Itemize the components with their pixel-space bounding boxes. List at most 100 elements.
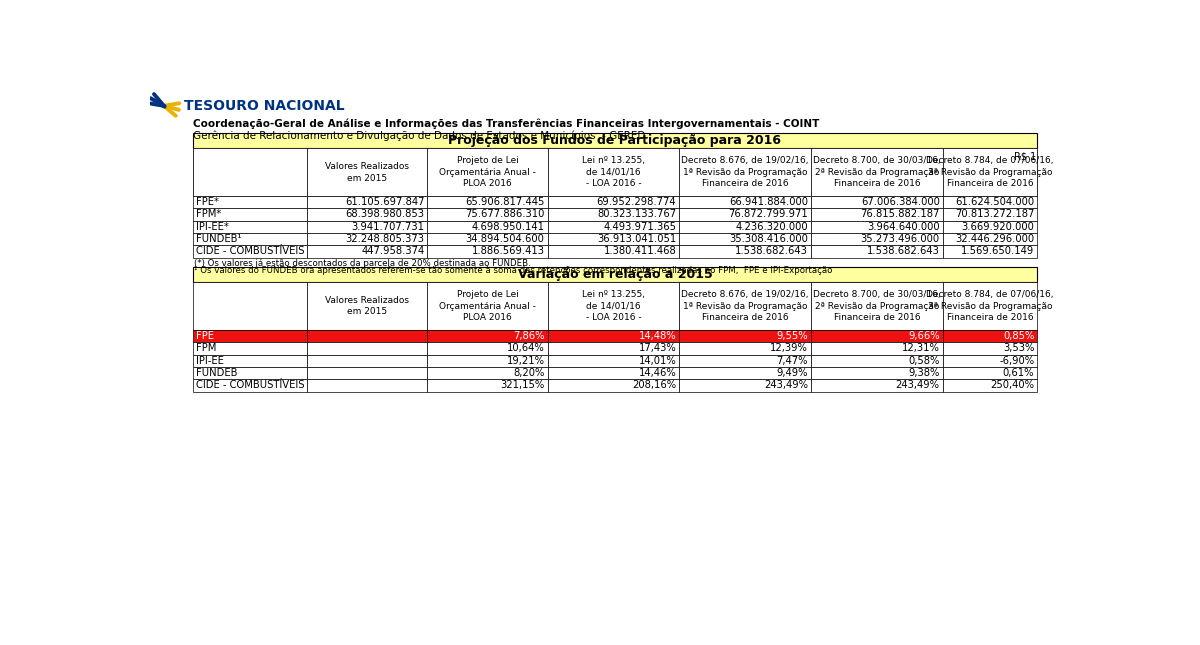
- Bar: [811, 283, 943, 330]
- Bar: [811, 233, 943, 245]
- Text: 1.380.411.468: 1.380.411.468: [604, 246, 677, 257]
- Text: Projeto de Lei
Orçamentária Anual -
PLOA 2016: Projeto de Lei Orçamentária Anual - PLOA…: [439, 156, 536, 188]
- Bar: [679, 208, 811, 221]
- Bar: [811, 196, 943, 208]
- Bar: [307, 283, 427, 330]
- Bar: [811, 367, 943, 379]
- Text: 61.105.697.847: 61.105.697.847: [344, 197, 425, 207]
- Text: 1.538.682.643: 1.538.682.643: [866, 246, 940, 257]
- Text: 35.308.416.000: 35.308.416.000: [730, 234, 808, 244]
- Text: 75.677.886.310: 75.677.886.310: [466, 210, 545, 219]
- Bar: [943, 221, 1037, 233]
- Bar: [943, 245, 1037, 257]
- Text: 9,66%: 9,66%: [908, 331, 940, 341]
- Text: 321,15%: 321,15%: [500, 381, 545, 390]
- Text: 14,46%: 14,46%: [638, 368, 677, 378]
- Text: 80.323.133.767: 80.323.133.767: [598, 210, 677, 219]
- Text: FUNDEB: FUNDEB: [196, 368, 238, 378]
- Bar: [811, 330, 943, 342]
- Text: 9,49%: 9,49%: [776, 368, 808, 378]
- Text: FUNDEB¹: FUNDEB¹: [196, 234, 241, 244]
- Text: 0,61%: 0,61%: [1003, 368, 1034, 378]
- Text: ¹ Os valores do FUNDEB ora apresentados referem-se tão somente à soma das retenç: ¹ Os valores do FUNDEB ora apresentados …: [194, 266, 833, 275]
- Bar: [307, 367, 427, 379]
- Bar: [679, 221, 811, 233]
- Text: 36.913.041.051: 36.913.041.051: [596, 234, 677, 244]
- Text: (*) Os valores já estão descontados da parcela de 20% destinada ao FUNDEB.: (*) Os valores já estão descontados da p…: [194, 259, 530, 268]
- Bar: [193, 379, 307, 392]
- Text: Valores Realizados
em 2015: Valores Realizados em 2015: [325, 162, 409, 183]
- Text: FPE: FPE: [196, 331, 214, 341]
- Bar: [943, 233, 1037, 245]
- Text: 12,31%: 12,31%: [902, 343, 940, 353]
- Bar: [547, 221, 679, 233]
- Text: 9,55%: 9,55%: [776, 331, 808, 341]
- Bar: [193, 367, 307, 379]
- Bar: [307, 330, 427, 342]
- Text: 69.952.298.774: 69.952.298.774: [596, 197, 677, 207]
- Text: 243,49%: 243,49%: [895, 381, 940, 390]
- Text: FPE*: FPE*: [196, 197, 218, 207]
- Text: Decreto 8.784, de 07/06/16,
3ª Revisão da Programação
Financeira de 2016: Decreto 8.784, de 07/06/16, 3ª Revisão d…: [926, 156, 1054, 188]
- Bar: [943, 367, 1037, 379]
- Bar: [307, 342, 427, 355]
- Text: Coordenação-Geral de Análise e Informações das Transferências Financeiras Interg: Coordenação-Geral de Análise e Informaçõ…: [193, 118, 818, 129]
- Bar: [679, 148, 811, 196]
- Text: 447.958.374: 447.958.374: [361, 246, 425, 257]
- Bar: [679, 196, 811, 208]
- Text: 14,48%: 14,48%: [638, 331, 677, 341]
- Bar: [943, 208, 1037, 221]
- Bar: [427, 283, 547, 330]
- Text: -6,90%: -6,90%: [1000, 356, 1034, 366]
- Bar: [811, 148, 943, 196]
- Bar: [307, 196, 427, 208]
- Text: 61.624.504.000: 61.624.504.000: [955, 197, 1034, 207]
- Bar: [427, 245, 547, 257]
- Bar: [811, 379, 943, 392]
- Bar: [193, 208, 307, 221]
- Text: 32.446.296.000: 32.446.296.000: [955, 234, 1034, 244]
- Text: 65.906.817.445: 65.906.817.445: [466, 197, 545, 207]
- Bar: [943, 342, 1037, 355]
- Text: 3.941.707.731: 3.941.707.731: [352, 222, 425, 232]
- Text: 8,20%: 8,20%: [514, 368, 545, 378]
- Bar: [679, 283, 811, 330]
- Text: 1.569.650.149: 1.569.650.149: [961, 246, 1034, 257]
- Text: FPM: FPM: [196, 343, 216, 353]
- Text: 35.273.496.000: 35.273.496.000: [860, 234, 940, 244]
- Bar: [193, 267, 1037, 283]
- Bar: [547, 367, 679, 379]
- Text: Decreto 8.676, de 19/02/16,
1ª Revisão da Programação
Financeira de 2016: Decreto 8.676, de 19/02/16, 1ª Revisão d…: [682, 156, 809, 188]
- Text: 3.964.640.000: 3.964.640.000: [868, 222, 940, 232]
- Bar: [547, 148, 679, 196]
- Text: 10,64%: 10,64%: [506, 343, 545, 353]
- Text: 32.248.805.373: 32.248.805.373: [346, 234, 425, 244]
- Bar: [193, 342, 307, 355]
- Bar: [943, 330, 1037, 342]
- Bar: [811, 221, 943, 233]
- Text: Projeção dos Fundos de Participação para 2016: Projeção dos Fundos de Participação para…: [449, 134, 781, 147]
- Text: 68.398.980.853: 68.398.980.853: [346, 210, 425, 219]
- Text: Variação em relação a 2015: Variação em relação a 2015: [517, 268, 713, 281]
- Bar: [307, 245, 427, 257]
- Text: 3.669.920.000: 3.669.920.000: [961, 222, 1034, 232]
- Bar: [427, 330, 547, 342]
- Text: 12,39%: 12,39%: [770, 343, 808, 353]
- Bar: [943, 379, 1037, 392]
- Text: FPM*: FPM*: [196, 210, 221, 219]
- Text: 0,58%: 0,58%: [908, 356, 940, 366]
- Bar: [427, 233, 547, 245]
- Bar: [427, 221, 547, 233]
- Text: 7,86%: 7,86%: [512, 331, 545, 341]
- Bar: [811, 342, 943, 355]
- Bar: [547, 330, 679, 342]
- Bar: [427, 208, 547, 221]
- Text: TESOURO NACIONAL: TESOURO NACIONAL: [184, 99, 344, 113]
- Bar: [679, 330, 811, 342]
- Text: 1.886.569.413: 1.886.569.413: [472, 246, 545, 257]
- Bar: [811, 245, 943, 257]
- Text: 9,38%: 9,38%: [908, 368, 940, 378]
- Bar: [547, 355, 679, 367]
- Text: Projeto de Lei
Orçamentária Anual -
PLOA 2016: Projeto de Lei Orçamentária Anual - PLOA…: [439, 290, 536, 322]
- Bar: [193, 148, 307, 196]
